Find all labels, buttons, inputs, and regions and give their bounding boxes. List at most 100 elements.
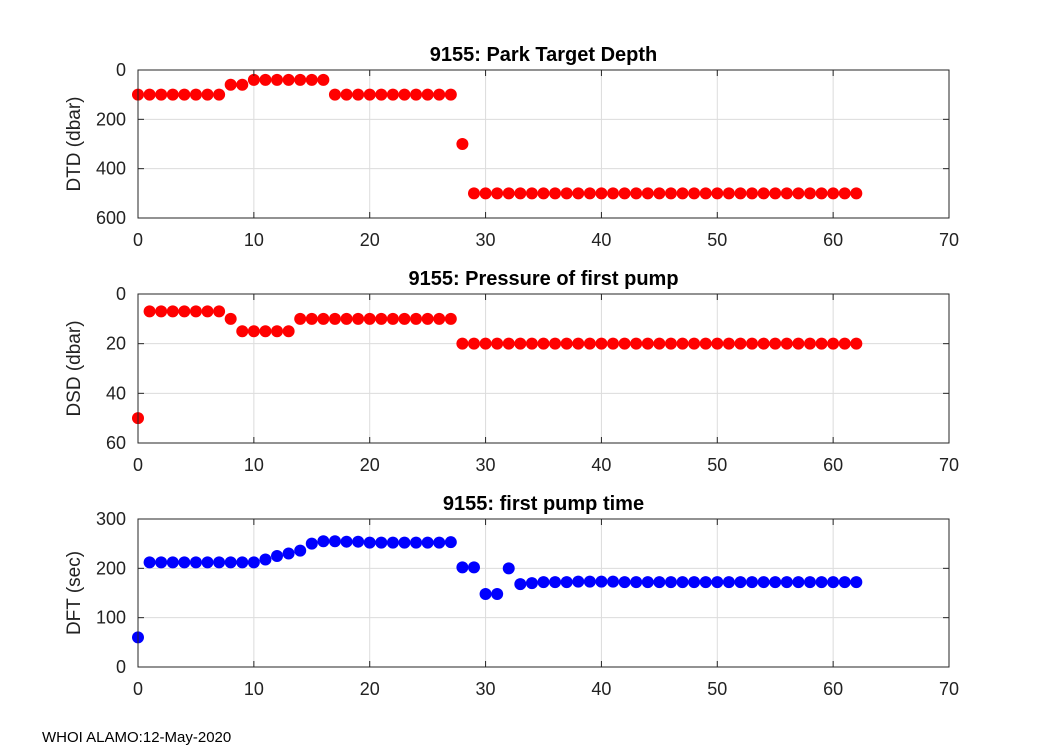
data-point (850, 576, 863, 589)
data-point (224, 556, 237, 569)
data-point (757, 187, 770, 200)
chart-title: 9155: first pump time (443, 493, 644, 515)
data-point (305, 537, 318, 550)
chart-1: 0 10 20 30 40 50 60 70 0 200 400 600 9155: Park Targ… (64, 44, 959, 250)
data-point (328, 535, 341, 548)
y-tick-label: 600 (96, 208, 126, 228)
data-point (711, 337, 724, 350)
data-point (166, 305, 179, 318)
data-point (815, 576, 828, 589)
data-point (236, 78, 249, 91)
data-point (769, 187, 782, 200)
data-point (340, 88, 353, 101)
data-point (827, 337, 840, 350)
data-point (549, 576, 562, 589)
data-point (375, 312, 388, 325)
data-point (456, 337, 469, 350)
x-tick-label: 30 (476, 230, 496, 250)
y-tick-label: 0 (116, 284, 126, 304)
data-point (386, 312, 399, 325)
data-point (386, 536, 399, 549)
data-point (572, 575, 585, 588)
data-point (189, 305, 202, 318)
data-point (583, 575, 596, 588)
data-point (734, 337, 747, 350)
x-tick-label: 50 (707, 230, 727, 250)
data-point (456, 138, 469, 150)
data-point (352, 312, 365, 325)
data-point (201, 556, 214, 569)
data-point (247, 325, 260, 338)
data-point (444, 536, 457, 549)
y-tick-label: 200 (96, 558, 126, 578)
data-point (711, 576, 724, 589)
data-point (607, 575, 620, 588)
data-point (201, 305, 214, 318)
data-point (757, 576, 770, 589)
data-point (746, 337, 759, 350)
chart-2: 0 10 20 30 40 50 60 70 0 20 40 60 9155: Pressure of … (64, 268, 959, 475)
data-point (850, 187, 863, 200)
data-point (746, 576, 759, 589)
axes-box (137, 518, 950, 668)
data-point (722, 187, 735, 200)
data-point (386, 88, 399, 101)
data-point (549, 337, 562, 350)
data-point (340, 312, 353, 325)
data-point (166, 556, 179, 569)
y-tick-label: 60 (106, 433, 126, 453)
data-point (514, 187, 527, 200)
x-tick-label: 50 (707, 679, 727, 699)
x-tick-label: 50 (707, 455, 727, 475)
data-point (433, 536, 446, 549)
y-axis-label: DTD (dbar) (64, 96, 85, 191)
data-point (688, 576, 701, 589)
data-point (259, 553, 272, 566)
data-point (676, 187, 689, 200)
chart-3: 0 10 20 30 40 50 60 70 0 100 200 300 9155: first pum… (64, 493, 959, 699)
data-point (560, 187, 573, 200)
data-point (155, 556, 168, 569)
data-point (618, 576, 631, 589)
data-point (433, 88, 446, 101)
data-point (653, 576, 666, 589)
data-point (769, 576, 782, 589)
data-point (664, 337, 677, 350)
data-point (838, 337, 851, 350)
data-point (282, 73, 295, 86)
x-tick-label: 60 (823, 230, 843, 250)
data-point (189, 556, 202, 569)
x-tick-label: 40 (591, 679, 611, 699)
data-point (722, 576, 735, 589)
data-point (143, 305, 156, 318)
y-axis-label: DSD (dbar) (64, 320, 85, 416)
data-point (653, 337, 666, 350)
data-point (803, 337, 816, 350)
data-point (595, 187, 608, 200)
data-point (305, 73, 318, 86)
data-point (525, 577, 538, 590)
data-point (792, 576, 805, 589)
data-point (444, 312, 457, 325)
data-point (664, 187, 677, 200)
data-point (375, 88, 388, 101)
data-point (178, 556, 191, 569)
data-point (699, 187, 712, 200)
data-point (583, 187, 596, 200)
data-point (328, 88, 341, 101)
x-tick-label: 20 (360, 455, 380, 475)
data-point (815, 187, 828, 200)
data-point (722, 337, 735, 350)
data-point (236, 556, 249, 569)
x-tick-label: 10 (244, 455, 264, 475)
x-tick-label: 70 (939, 230, 959, 250)
data-point (537, 187, 550, 200)
data-point (688, 337, 701, 350)
x-tick-label: 10 (244, 230, 264, 250)
x-tick-label: 70 (939, 679, 959, 699)
data-point (213, 556, 226, 569)
y-tick-label: 40 (106, 383, 126, 403)
data-point (213, 305, 226, 318)
data-point (734, 576, 747, 589)
data-point (780, 337, 793, 350)
